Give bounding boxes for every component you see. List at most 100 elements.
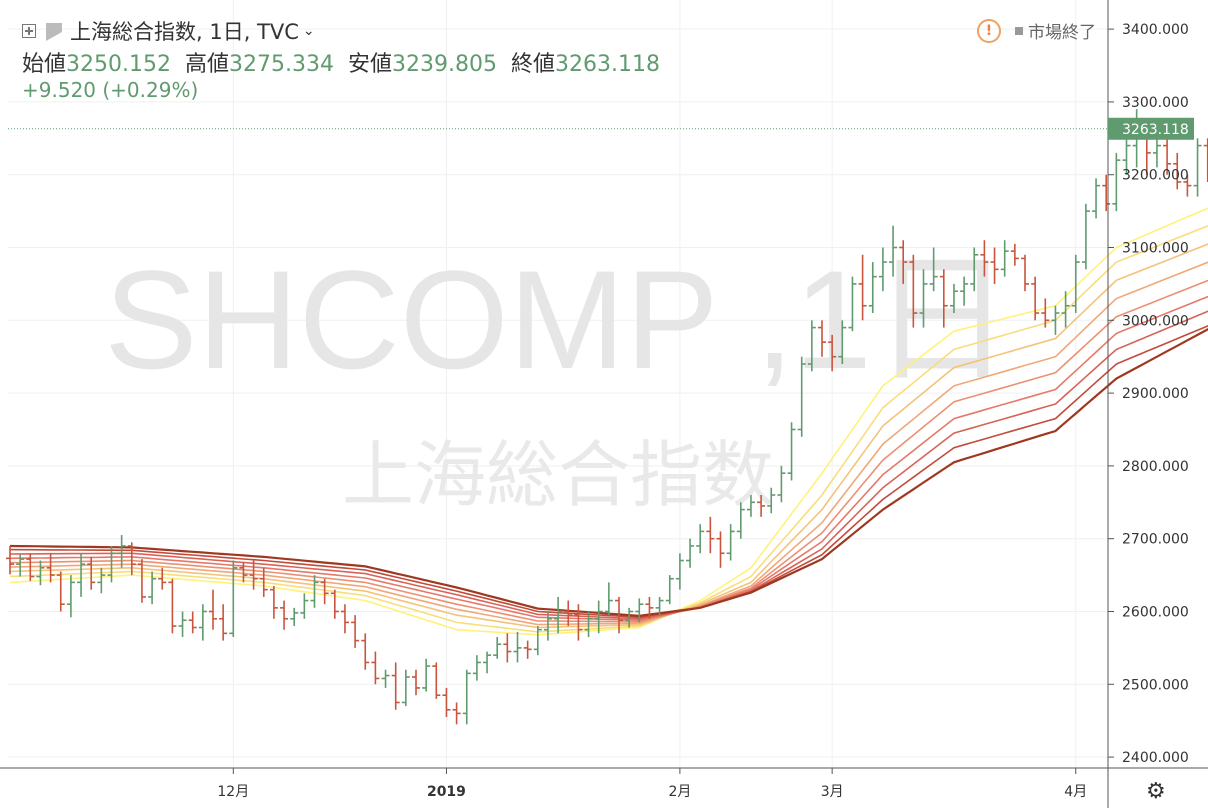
flag-icon[interactable] [46,23,62,41]
ohlc-bar [77,553,86,597]
ohlc-bar [1021,254,1029,292]
ohlc-bar [878,247,887,292]
close-label: 終値 [511,52,556,77]
ohlc-bar [939,269,948,328]
ohlc-bar [1071,254,1080,314]
ohlc-bar [899,240,908,284]
ohlc-bar [554,596,563,634]
ohlc-bar [726,524,735,561]
ohlc-bar [46,553,55,583]
ohlc-bar [736,502,745,539]
ohlc-bar [320,578,329,605]
close-value: 3263.118 [555,52,660,77]
ohlc-bar [1061,291,1070,328]
ohlc-bar [625,607,634,628]
ohlc-bar [838,320,847,364]
ohlc-bar [970,247,979,292]
open-value: 3250.152 [66,52,171,77]
ohlc-bar [686,538,695,568]
ohlc-bar [462,669,471,725]
ohlc-bar [137,559,146,603]
y-tick-label: 2600.000 [1122,604,1189,620]
ohlc-bar [259,567,268,597]
ohlc-bar [818,320,826,357]
high-value: 3275.334 [229,52,334,77]
market-status-text: 市場終了 [1028,23,1096,43]
ohlc-bar [16,554,25,577]
ohlc-bar [503,633,512,663]
ohlc-bar [889,225,898,277]
ohlc-bar [249,560,258,590]
ohlc-bar [767,487,776,514]
ohlc-bar [188,611,197,634]
ohlc-bar [229,560,238,637]
ohlc-bar [178,611,187,637]
ohlc-bar [391,662,400,710]
ohlc-bar [513,631,522,663]
ohlc-bar [472,655,481,681]
ohlc-bar [239,561,248,583]
ohlc-bar [168,578,177,634]
ohlc-bar [980,240,989,277]
ohlc-bar [422,658,431,692]
y-tick-label: 3000.000 [1122,313,1189,329]
ohlc-bars [6,109,1208,725]
ohlc-bar [198,604,207,641]
x-tick-label: 2019 [427,784,466,800]
ohlc-bar [523,640,532,659]
ohlc-bar [87,556,96,590]
ohlc-bar [452,702,461,725]
ohlc-bar [26,553,35,581]
ohlc-bar [1152,138,1161,168]
expand-icon[interactable] [22,24,36,38]
ohlc-bar [117,535,126,568]
ohlc-bar [1193,138,1202,197]
ohlc-bar [330,589,339,619]
ohlc-bar [615,596,623,634]
ohlc-bar [1092,178,1101,219]
ohlc-bar [828,334,837,372]
ohlc-bar [6,545,14,575]
chevron-down-icon[interactable]: ⌄ [302,23,315,39]
low-label: 安値 [348,52,393,77]
ohlc-bar [351,615,360,648]
watermark-symbol: SHCOMP ,1日 [104,241,1012,398]
ohlc-bar [432,662,441,699]
ohlc-bar [290,607,299,627]
ohlc-bar [381,669,390,688]
ohlc-bar [929,247,938,292]
ohlc-bar [280,600,289,630]
ohlc-bar [300,593,309,619]
y-tick-label: 2700.000 [1122,532,1189,548]
ohlc-bar [1051,305,1060,335]
gridlines [8,0,1108,768]
y-tick-label: 2400.000 [1122,750,1189,766]
chart-title[interactable]: 上海総合指数, 1日, TVC [70,20,299,44]
ohlc-bar [909,254,918,328]
ohlc-bar [696,524,705,554]
gear-icon[interactable]: ⚙ [1146,779,1166,804]
ohlc-bar [36,560,45,586]
ohlc-bar [960,276,969,306]
ohlc-bar [777,465,786,503]
ohlc-bar [675,553,684,590]
ohlc-bar [1102,174,1111,212]
ohlc-bar [97,567,106,594]
warning-icon[interactable]: ! [977,18,1001,43]
ohlc-bar [1000,240,1009,277]
ohlc-bar [574,604,583,641]
ohlc-bar [1010,243,1019,266]
ohlc-bar [371,651,380,685]
last-price-box [1108,117,1194,140]
ohlc-bar [56,571,65,612]
ohlc-bar [848,276,857,332]
ohlc-bar [442,687,451,718]
ohlc-bar [706,516,715,554]
change-value: +9.520 (+0.29%) [22,78,199,102]
ohlc-bar [655,596,664,616]
ohlc-bar [340,604,349,634]
ohlc-bar [584,611,593,637]
status-dot-icon [1015,26,1023,35]
